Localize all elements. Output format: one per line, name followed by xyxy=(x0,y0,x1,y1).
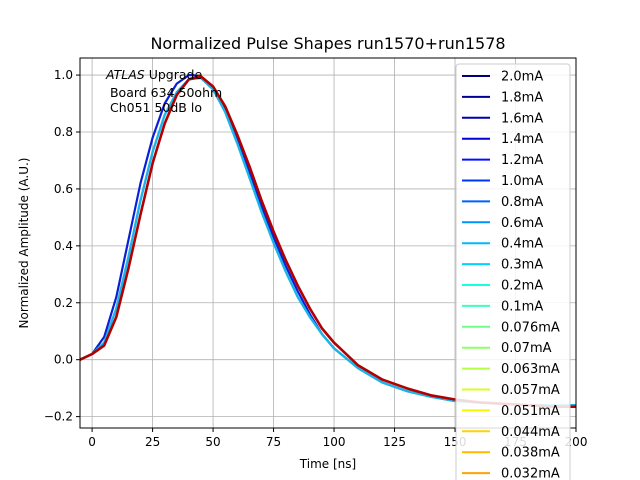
x-tick-label: 50 xyxy=(205,435,220,449)
legend-label: 1.4mA xyxy=(501,132,543,147)
legend-label: 1.8mA xyxy=(501,90,543,105)
y-tick-label: 0.6 xyxy=(54,182,73,196)
legend-label: 0.032mA xyxy=(501,467,560,480)
legend-label: 0.1mA xyxy=(501,299,543,314)
x-tick-label: 0 xyxy=(88,435,96,449)
legend-label: 1.2mA xyxy=(501,153,543,168)
legend-label: 0.2mA xyxy=(501,279,543,294)
legend-box xyxy=(455,63,571,480)
y-axis-ticks: −0.2 0.0 0.2 0.4 0.6 0.8 1.0 xyxy=(44,68,80,424)
annotation-rest: Upgrade xyxy=(145,67,203,82)
chart-title: Normalized Pulse Shapes run1570+run1578 xyxy=(150,34,505,53)
atlas-annotation: ATLAS Upgrade Board 634 50ohm Ch051 50dB… xyxy=(105,67,222,115)
annotation-board: Board 634 50ohm xyxy=(106,85,222,100)
legend-label: 0.6mA xyxy=(501,216,543,231)
legend-label: 0.8mA xyxy=(501,195,543,210)
legend-label: 0.044mA xyxy=(501,425,560,440)
y-tick-label: 0.2 xyxy=(54,296,73,310)
legend-label: 0.076mA xyxy=(501,320,560,335)
y-tick-label: −0.2 xyxy=(44,410,73,424)
y-tick-label: 0.4 xyxy=(54,239,73,253)
x-axis-label: Time [ns] xyxy=(299,457,356,471)
legend-label: 0.4mA xyxy=(501,237,543,252)
legend-label: 0.051mA xyxy=(501,404,560,419)
x-tick-label: 125 xyxy=(383,435,406,449)
annotation-italic: ATLAS xyxy=(105,67,145,82)
x-tick-label: 25 xyxy=(145,435,160,449)
legend-label: 1.0mA xyxy=(501,174,543,189)
svg-text:ATLAS Upgrade: ATLAS Upgrade xyxy=(105,67,202,82)
y-tick-label: 1.0 xyxy=(54,68,73,82)
pulse-curve-late-pulse xyxy=(80,75,576,408)
y-axis-label: Normalized Amplitude (A.U.) xyxy=(17,158,31,329)
pulse-curves xyxy=(80,74,576,408)
y-tick-label: 0.0 xyxy=(54,353,73,367)
x-tick-label: 75 xyxy=(266,435,281,449)
legend-label: 1.6mA xyxy=(501,111,543,126)
x-tick-label: 100 xyxy=(323,435,346,449)
annotation-channel: Ch051 50dB lo xyxy=(106,100,202,115)
legend: 2.0mA 1.8mA 1.6mA 1.4mA 1.2mA 1.0mA 0.8mA 0.6mA… xyxy=(455,63,571,480)
legend-label: 0.038mA xyxy=(501,446,560,461)
legend-label: 0.063mA xyxy=(501,362,560,377)
y-tick-label: 0.8 xyxy=(54,125,73,139)
pulse-curve-mid-pulse xyxy=(80,76,576,407)
legend-label: 2.0mA xyxy=(501,70,543,85)
legend-label: 0.07mA xyxy=(501,341,552,356)
legend-label: 0.057mA xyxy=(501,383,560,398)
plot-frame xyxy=(79,57,577,429)
legend-label: 0.3mA xyxy=(501,258,543,273)
